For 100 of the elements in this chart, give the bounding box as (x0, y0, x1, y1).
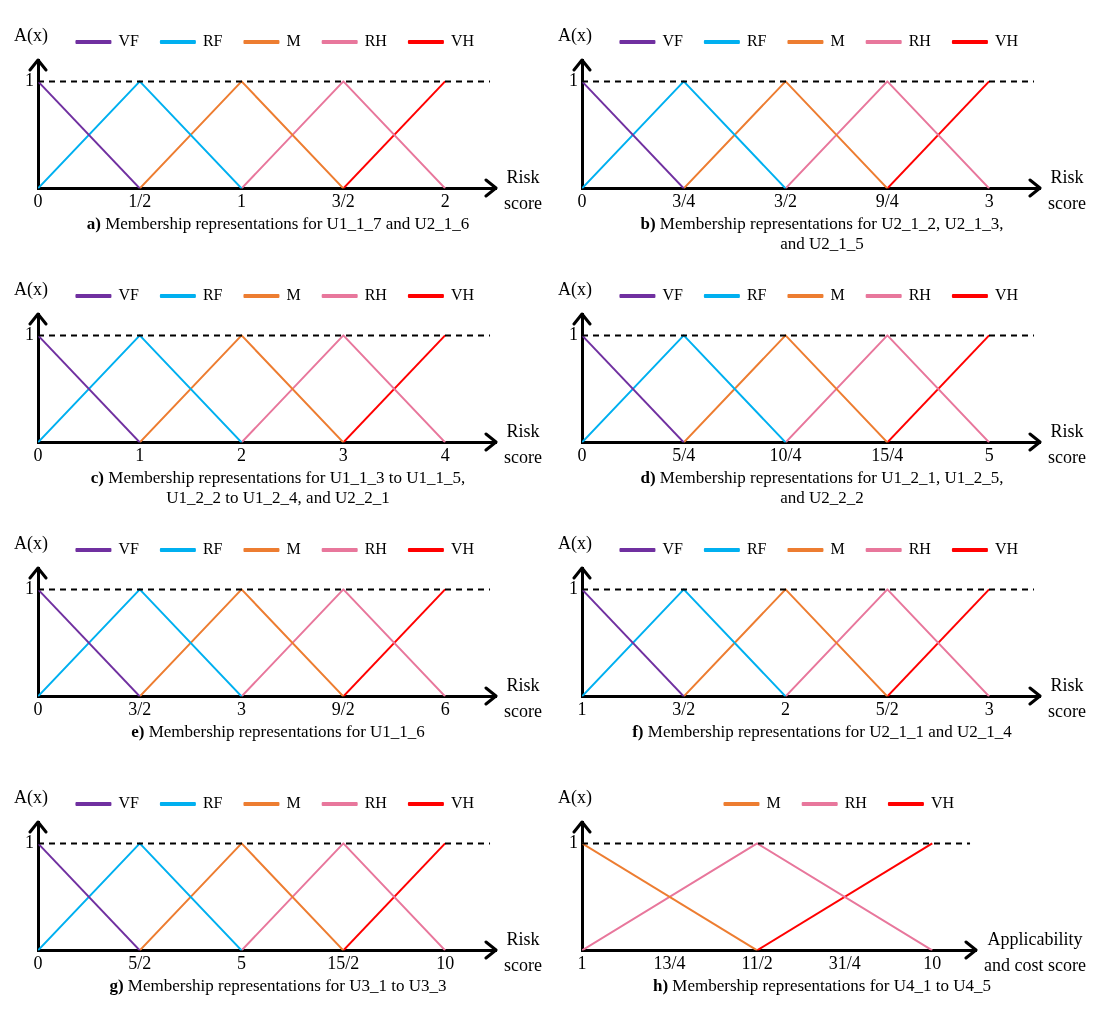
ref-line-label: 1 (569, 578, 578, 599)
legend-label: RF (202, 32, 223, 50)
legend-label: VH (994, 32, 1019, 50)
legend-label: VH (450, 32, 475, 50)
text: h) Membership representations for U4_1 to U4_5 (652, 976, 992, 995)
legend-label: RF (746, 32, 767, 50)
legend-label: VH (994, 286, 1019, 304)
text: d) Membership representations for U1_2_1, U1_2_5, and U2_2_2 (640, 468, 1004, 507)
y-axis-title: A(x) (558, 24, 592, 46)
legend-label: RH (364, 540, 388, 558)
x-tick-label: 3/2 (331, 190, 355, 211)
legend-label: RH (908, 540, 932, 558)
legend-label: M (286, 794, 301, 812)
x-tick-label: 1 (237, 190, 247, 211)
x-axis-title: Risk score (504, 929, 543, 976)
legend-label: VF (118, 794, 139, 812)
x-tick-label: 3/4 (672, 190, 696, 211)
x-tick-label: 5/2 (128, 952, 152, 973)
x-tick-label: 9/2 (331, 698, 355, 719)
x-axis-title: Risk score (504, 167, 543, 214)
x-tick-label: 3 (338, 444, 348, 465)
text: f) Membership representations for U2_1_1 and U2_1_4 (632, 722, 1012, 741)
y-axis-title: A(x) (14, 24, 48, 46)
x-tick-label: 13/4 (653, 952, 686, 973)
legend-label: M (830, 540, 845, 558)
x-axis-title: Risk score (1048, 421, 1087, 468)
ref-line-label: 1 (25, 832, 34, 853)
x-tick-label: 5/4 (672, 444, 696, 465)
legend-label: M (830, 286, 845, 304)
text: e) Membership representations for U1_1_6 (131, 722, 425, 741)
text: b) Membership representations for U2_1_2, U2_1_3, and U2_1_5 (640, 214, 1004, 253)
legend-label: RF (746, 540, 767, 558)
x-tick-label: 10 (436, 952, 455, 973)
x-tick-label: 4 (440, 444, 450, 465)
x-tick-label: 1 (577, 952, 587, 973)
legend-label: M (286, 286, 301, 304)
x-tick-label: 9/4 (875, 190, 899, 211)
legend-label: RF (202, 540, 223, 558)
x-tick-label: 0 (577, 444, 587, 465)
x-tick-label: 5 (984, 444, 994, 465)
x-tick-label: 3/2 (128, 698, 152, 719)
x-tick-label: 3 (984, 190, 994, 211)
x-tick-label: 11/2 (741, 952, 773, 973)
y-axis-title: A(x) (558, 532, 592, 554)
legend-label: RF (202, 794, 223, 812)
x-tick-label: 5 (237, 952, 247, 973)
legend-label: VH (930, 794, 955, 812)
x-tick-label: 0 (33, 190, 43, 211)
x-tick-label: 1/2 (128, 190, 152, 211)
legend-label: M (286, 32, 301, 50)
y-axis-title: A(x) (558, 278, 592, 300)
x-tick-label: 31/4 (828, 952, 861, 973)
x-tick-label: 10 (923, 952, 942, 973)
ref-line-label: 1 (569, 832, 578, 853)
x-tick-label: 2 (237, 444, 247, 465)
legend-label: M (830, 32, 845, 50)
legend-label: VF (662, 540, 683, 558)
x-tick-label: 0 (577, 190, 587, 211)
x-tick-label: 0 (33, 698, 43, 719)
ref-line-label: 1 (25, 324, 34, 345)
legend-label: M (766, 794, 781, 812)
ref-line-label: 1 (569, 324, 578, 345)
x-tick-label: 3 (984, 698, 994, 719)
ref-line-label: 1 (25, 70, 34, 91)
x-tick-label: 3 (237, 698, 247, 719)
y-axis-title: A(x) (14, 786, 48, 808)
ref-line-label: 1 (25, 578, 34, 599)
legend-label: VH (450, 540, 475, 558)
text: g) Membership representations for U3_1 to U3_3 (109, 976, 447, 995)
legend-label: RH (364, 32, 388, 50)
legend-label: RH (908, 32, 932, 50)
legend-label: VH (994, 540, 1019, 558)
legend-label: RF (746, 286, 767, 304)
x-axis-title: Risk score (1048, 675, 1087, 722)
y-axis-title: A(x) (14, 532, 48, 554)
legend-label: VF (118, 32, 139, 50)
legend-label: VF (662, 32, 683, 50)
y-axis-title: A(x) (14, 278, 48, 300)
x-axis-title: Risk score (1048, 167, 1087, 214)
x-tick-label: 1 (577, 698, 587, 719)
x-tick-label: 10/4 (769, 444, 802, 465)
x-tick-label: 5/2 (875, 698, 899, 719)
text: a) Membership representations for U1_1_7 and U2_1_6 (86, 214, 470, 233)
y-axis-title: A(x) (558, 786, 592, 808)
legend-label: RH (844, 794, 868, 812)
legend-label: VF (118, 286, 139, 304)
x-tick-label: 3/2 (774, 190, 798, 211)
legend-label: VH (450, 794, 475, 812)
legend-label: M (286, 540, 301, 558)
legend-label: VF (662, 286, 683, 304)
x-tick-label: 6 (440, 698, 450, 719)
x-tick-label: 1 (135, 444, 145, 465)
text: c) Membership representations for U1_1_3 to U1_1_5, U1_2_2 to U1_2_4, and U2_2_1 (90, 468, 466, 507)
legend-label: VF (118, 540, 139, 558)
legend-label: RH (364, 286, 388, 304)
legend-label: RH (908, 286, 932, 304)
x-tick-label: 3/2 (672, 698, 696, 719)
x-axis-title: Risk score (504, 675, 543, 722)
legend-label: RH (364, 794, 388, 812)
x-tick-label: 2 (440, 190, 450, 211)
